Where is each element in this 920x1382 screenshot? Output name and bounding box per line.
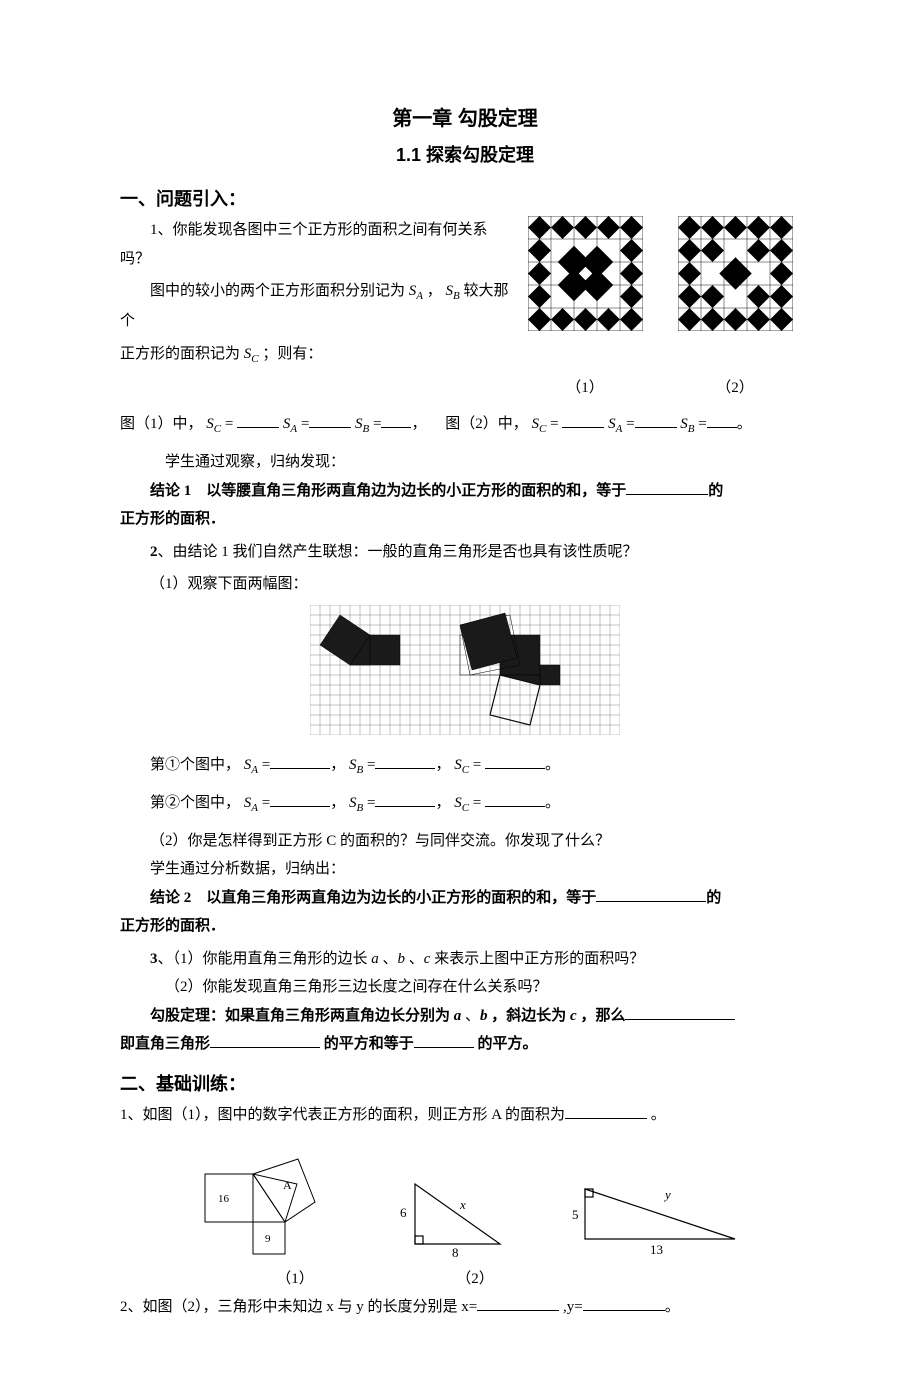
q2-sub1: （1）观察下面两幅图： <box>120 570 810 599</box>
sec2-q1: 1、如图（1），图中的数字代表正方形的面积，则正方形 A 的面积为 。 <box>120 1101 810 1130</box>
triangle-1: 6 8 x <box>390 1169 520 1259</box>
blank[interactable] <box>309 412 351 429</box>
figure-labels-row: （1） （2） <box>120 370 810 403</box>
question-3-1: 3、（1）你能用直角三角形的边长 a 、b 、c 来表示上图中正方形的面积吗？ <box>120 945 810 974</box>
conclusion-1: 结论 1 以等腰直角三角形两直角边为边长的小正方形的面积的和，等于的 <box>120 477 810 506</box>
grid-figures-center <box>120 605 810 746</box>
sec2-label-1: （1） <box>220 1265 370 1294</box>
svg-text:A: A <box>283 1178 292 1192</box>
q1-line1: 1、你能发现各图中三个正方形的面积之间有何关系吗？ <box>120 216 510 273</box>
fig-1-label: （1） <box>528 374 643 403</box>
blank[interactable] <box>565 1103 647 1120</box>
blank[interactable] <box>381 412 411 429</box>
squares-figure: 16 A 9 <box>190 1144 340 1259</box>
grid-fig-2 <box>678 216 793 331</box>
q2-sub2: （2）你是怎样得到正方形 C 的面积的？与同伴交流。你发现了什么？ <box>120 827 810 856</box>
blank[interactable] <box>635 412 677 429</box>
grid-fig-1 <box>528 216 643 331</box>
conclusion-2-cont: 正方形的面积． <box>120 912 810 941</box>
fig-2-label: （2） <box>678 374 793 403</box>
sec2-fig-labels: （1） （2） <box>220 1265 810 1294</box>
svg-text:x: x <box>459 1197 466 1212</box>
blank[interactable] <box>270 790 330 807</box>
svg-text:8: 8 <box>452 1245 459 1259</box>
blank[interactable] <box>375 790 435 807</box>
svg-text:16: 16 <box>218 1193 230 1205</box>
blank[interactable] <box>625 1003 735 1020</box>
blank[interactable] <box>707 412 737 429</box>
blank[interactable] <box>414 1032 474 1049</box>
sec2-figures: 16 A 9 6 8 x 5 13 y <box>190 1144 810 1259</box>
figure-1-wrapper <box>528 216 643 342</box>
sec2-label-2: （2） <box>370 1265 580 1294</box>
q1-line3: 正方形的面积记为 SC ；则有： <box>120 340 510 370</box>
figure-2-wrapper <box>678 216 793 342</box>
blank[interactable] <box>562 412 604 429</box>
blank[interactable] <box>596 885 706 902</box>
analyze-text: 学生通过分析数据，归纳出： <box>120 855 810 884</box>
fill-blank-line-1: 图（1）中， SC = SA = SB =， 图（2）中， SC = SA = … <box>120 410 810 440</box>
svg-text:9: 9 <box>265 1233 271 1245</box>
blank[interactable] <box>375 753 435 770</box>
observe-text: 学生通过观察，归纳发现： <box>120 448 810 477</box>
sec2-q2: 2、如图（2），三角形中未知边 x 与 y 的长度分别是 x= ,y=。 <box>120 1293 810 1322</box>
question-3-2: （2）你能发现直角三角形三边长度之间存在什么关系吗？ <box>120 973 810 1002</box>
blank[interactable] <box>626 478 708 495</box>
svg-text:y: y <box>663 1187 671 1202</box>
conclusion-2: 结论 2 以直角三角形两直角边为边长的小正方形的面积的和，等于的 <box>120 884 810 913</box>
question-2: 2、由结论 1 我们自然产生联想：一般的直角三角形是否也具有该性质呢？ <box>120 538 810 567</box>
theorem-line-2: 即直角三角形 的平方和等于 的平方。 <box>120 1030 810 1059</box>
svg-text:13: 13 <box>650 1242 663 1257</box>
question-1-block: 1、你能发现各图中三个正方形的面积之间有何关系吗？ 图中的较小的两个正方形面积分… <box>120 216 810 369</box>
blank[interactable] <box>583 1295 665 1312</box>
svg-text:5: 5 <box>572 1207 579 1222</box>
chapter-title: 第一章 勾股定理 <box>120 100 810 138</box>
theorem-line-1: 勾股定理：如果直角三角形两直角边长分别为 a 、b ，斜边长为 c ，那么 <box>120 1002 810 1031</box>
svg-text:6: 6 <box>400 1205 407 1220</box>
blank[interactable] <box>485 753 545 770</box>
grid-two-figures <box>310 605 620 735</box>
section-title: 1.1 探索勾股定理 <box>120 138 810 172</box>
blank[interactable] <box>485 790 545 807</box>
blank[interactable] <box>210 1032 320 1049</box>
conclusion-1-cont: 正方形的面积． <box>120 505 810 534</box>
blank[interactable] <box>477 1295 559 1312</box>
triangle-2: 5 13 y <box>570 1169 750 1259</box>
blank[interactable] <box>270 753 330 770</box>
q1-line2: 图中的较小的两个正方形面积分别记为 SA ， SB 较大那个 <box>120 277 510 335</box>
fill-row-1: 第①个图中， SA =， SB =， SC = 。 <box>120 751 810 781</box>
section-1-header: 一、问题引入： <box>120 182 810 216</box>
fill-row-2: 第②个图中， SA =， SB =， SC = 。 <box>120 789 810 819</box>
blank[interactable] <box>237 412 279 429</box>
section-2-header: 二、基础训练： <box>120 1067 810 1101</box>
